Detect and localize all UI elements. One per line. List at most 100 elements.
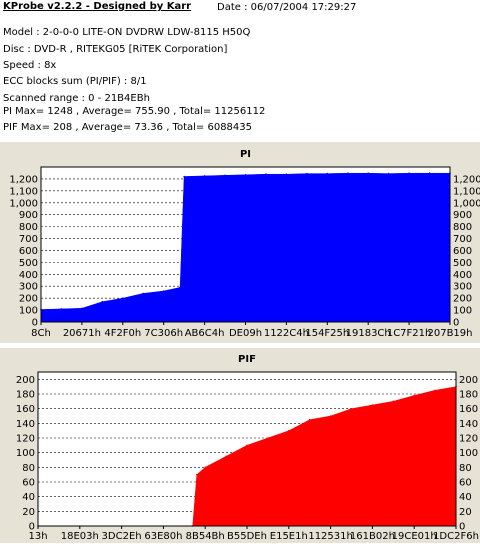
data-point xyxy=(350,407,353,410)
scan-speed: Speed : 8x xyxy=(3,60,57,71)
y-tick-label-right: 600 xyxy=(453,246,472,257)
data-point xyxy=(428,172,431,174)
data-point xyxy=(387,172,390,175)
data-point xyxy=(81,307,83,310)
y-tick-label-right: 80 xyxy=(459,463,472,474)
y-tick-label-left: 800 xyxy=(19,222,38,233)
y-tick-label-left: 0 xyxy=(32,318,38,329)
y-tick-label-right: 1,100 xyxy=(453,186,480,197)
y-tick-label-right: 120 xyxy=(459,434,478,445)
data-point xyxy=(288,429,290,432)
y-tick-label-left: 1,100 xyxy=(9,186,38,197)
app-title: KProbe v2.2.2 - Designed by Karr xyxy=(3,1,192,12)
data-point xyxy=(101,300,104,303)
y-tick-label-right: 200 xyxy=(453,294,472,305)
x-tick-label: 19CE01h xyxy=(392,531,437,542)
x-tick-label: 112531h xyxy=(308,531,353,542)
y-tick-label-right: 100 xyxy=(459,448,478,459)
y-tick-label-right: 800 xyxy=(453,222,472,233)
data-point xyxy=(408,172,410,174)
y-tick-label-left: 400 xyxy=(19,270,38,281)
pi-stats: PI Max= 1248 , Average= 755.90 , Total= … xyxy=(3,106,266,117)
pi-chart-title: PI xyxy=(240,149,251,160)
x-tick-label: 161B02h xyxy=(350,531,395,542)
data-point xyxy=(371,404,374,406)
y-tick-label-left: 200 xyxy=(19,294,38,305)
y-tick-label-left: 100 xyxy=(19,306,38,317)
x-tick-label: 19183Ch xyxy=(346,328,391,339)
x-tick-label: E15E1h xyxy=(270,531,308,542)
x-tick-label: B55DEh xyxy=(227,531,267,542)
y-tick-label-right: 100 xyxy=(453,306,472,317)
y-tick-label-right: 40 xyxy=(459,492,472,503)
y-tick-label-left: 180 xyxy=(16,390,35,401)
data-point xyxy=(179,286,181,289)
y-tick-label-right: 400 xyxy=(453,270,472,281)
y-tick-label-left: 1,200 xyxy=(9,174,38,185)
y-tick-label-right: 900 xyxy=(453,210,472,221)
x-tick-label: 207B19h xyxy=(427,328,472,339)
data-point xyxy=(285,173,288,175)
x-tick-label: 13h xyxy=(28,531,47,542)
y-tick-label-right: 180 xyxy=(459,390,478,401)
y-tick-label-left: 100 xyxy=(16,448,35,459)
y-tick-label-left: 700 xyxy=(19,234,38,245)
data-point xyxy=(122,297,124,299)
y-tick-label-right: 300 xyxy=(453,282,472,293)
info-panel: KProbe v2.2.2 - Designed by Karr Date : … xyxy=(0,0,480,138)
y-tick-label-right: 140 xyxy=(459,419,478,430)
data-point xyxy=(246,444,248,447)
data-point xyxy=(225,455,227,458)
data-point xyxy=(265,173,267,175)
pif-chart: PIF 0 0 20 20 40 40 60 60 80 80 100 100 120 120 140 140 1… xyxy=(16,354,479,542)
y-tick-label-left: 600 xyxy=(19,246,38,257)
y-tick-label-left: 0 xyxy=(29,522,35,533)
y-tick-label-right: 1,200 xyxy=(453,174,480,185)
data-point xyxy=(196,473,198,476)
x-tick-label: 4F2F0h xyxy=(104,328,141,339)
pif-chart-title: PIF xyxy=(238,354,256,365)
data-point xyxy=(244,173,247,176)
x-tick-label: 20671h xyxy=(63,328,101,339)
pi-chart-panel: PI 0 0 100 100 200 200 300 300 400 400 500 500 600 600… xyxy=(0,140,480,343)
data-point xyxy=(346,172,349,174)
y-tick-label-right: 500 xyxy=(453,258,472,269)
pif-series-area xyxy=(38,386,457,527)
data-point xyxy=(306,172,308,175)
pif-chart-panel: PIF 0 0 20 20 40 40 60 60 80 80 100 100 120 120 140 140 1… xyxy=(0,346,480,543)
y-tick-label-right: 0 xyxy=(453,318,459,329)
data-point xyxy=(142,292,145,295)
x-tick-label: 1122C4h xyxy=(264,328,309,339)
disc-info: Disc : DVD-R , RITEKG05 [RiTEK Corporati… xyxy=(3,44,228,55)
y-tick-label-right: 60 xyxy=(459,478,472,489)
plot-border xyxy=(37,371,457,527)
x-tick-label: 18E03h xyxy=(61,531,99,542)
data-point xyxy=(162,290,165,292)
x-tick-label: 8Ch xyxy=(31,328,51,339)
data-point xyxy=(367,172,370,174)
x-tick-label: AB6C4h xyxy=(185,328,225,339)
y-tick-label-left: 120 xyxy=(16,434,35,445)
drive-model: Model : 2-0-0-0 LITE-ON DVDRW LDW-8115 H… xyxy=(3,27,251,38)
y-tick-label-left: 900 xyxy=(19,210,38,221)
y-tick-label-left: 200 xyxy=(16,375,35,386)
x-tick-label: 1DC2F6h xyxy=(433,531,479,542)
pif-stats: PIF Max= 208 , Average= 73.36 , Total= 6… xyxy=(3,122,252,133)
x-tick-label: 63E80h xyxy=(144,531,182,542)
data-point xyxy=(60,308,63,310)
x-tick-label: 8B54Bh xyxy=(186,531,225,542)
y-tick-label-left: 500 xyxy=(19,258,38,269)
data-point xyxy=(326,172,329,175)
data-point xyxy=(224,174,226,177)
plot-border xyxy=(40,166,451,323)
y-tick-label-right: 1,000 xyxy=(453,198,480,209)
data-point xyxy=(203,175,206,177)
scanned-range: Scanned range : 0 - 21B4EBh xyxy=(3,93,150,104)
data-point xyxy=(434,389,436,392)
data-point xyxy=(183,175,185,178)
y-tick-label-right: 700 xyxy=(453,234,472,245)
data-point xyxy=(267,437,269,439)
x-tick-label: 3DC2Eh xyxy=(102,531,142,542)
y-tick-label-left: 140 xyxy=(16,419,35,430)
y-tick-label-right: 20 xyxy=(459,507,472,518)
